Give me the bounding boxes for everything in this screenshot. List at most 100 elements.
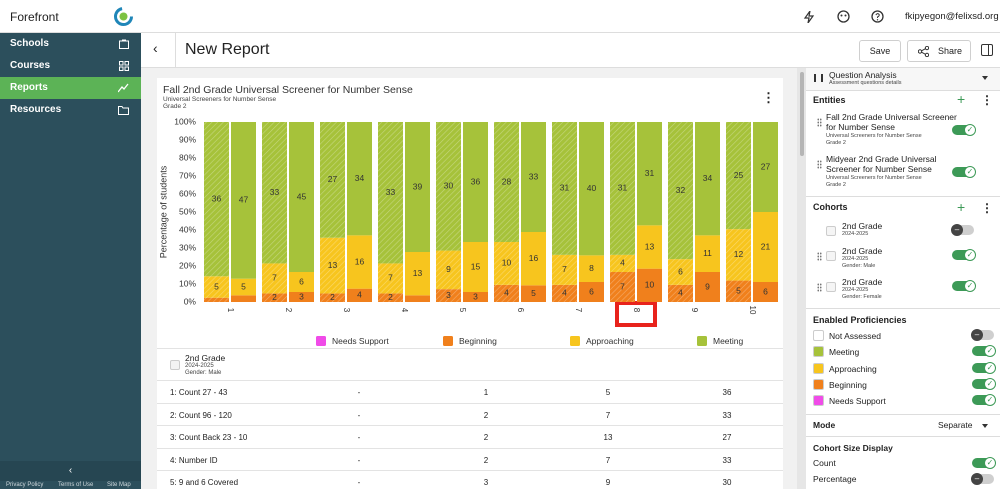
toggle-knob: ✓ xyxy=(984,345,996,358)
toggle[interactable]: – xyxy=(951,224,974,236)
bar-segment xyxy=(695,272,720,302)
brand[interactable]: Forefront xyxy=(10,10,59,24)
footer-link[interactable]: Terms of Use xyxy=(58,482,94,488)
data-label: 4 xyxy=(357,290,362,300)
chart-menu[interactable]: ⋮ xyxy=(762,90,775,105)
bar-segment xyxy=(753,282,778,302)
legend-label: Needs Support xyxy=(332,336,389,346)
toggle[interactable]: – xyxy=(971,329,994,341)
checkbox[interactable] xyxy=(170,360,180,370)
bar-segment xyxy=(405,295,430,302)
section-title: Cohorts xyxy=(813,202,848,212)
bar-segment xyxy=(405,252,430,296)
toggle[interactable]: ✓ xyxy=(972,457,996,469)
bar-segment xyxy=(289,122,314,272)
data-label: 28 xyxy=(502,176,512,186)
add-button[interactable]: + xyxy=(957,91,966,107)
face-icon[interactable] xyxy=(837,10,850,23)
toggle[interactable]: ✓ xyxy=(972,377,996,390)
y-tick-label: 90% xyxy=(179,134,196,144)
proficiency-name: Not Assessed xyxy=(829,331,881,341)
page-header xyxy=(141,33,1000,68)
data-label: 16 xyxy=(529,253,539,263)
data-label: 6 xyxy=(763,286,768,296)
nav-item-active[interactable]: Reports xyxy=(0,77,141,99)
toggle-knob: ✓ xyxy=(964,280,976,292)
data-label: 7 xyxy=(620,281,625,291)
menu-button[interactable]: ⋮ xyxy=(981,201,993,215)
user-email[interactable]: fkipyegon@felixsd.org xyxy=(905,11,999,22)
cell: - xyxy=(357,410,361,420)
nav-item[interactable]: Schools xyxy=(0,33,141,55)
nav-label: Courses xyxy=(10,60,51,71)
toggle[interactable]: ✓ xyxy=(952,166,976,178)
proficiency-swatch xyxy=(813,362,824,374)
chart: Percentage of students 0% 10% 20% 30% 40% 50%… xyxy=(158,116,778,346)
share-button[interactable]: Share xyxy=(907,40,971,62)
bar-segment xyxy=(204,297,229,302)
save-button[interactable]: Save xyxy=(859,40,901,62)
toggle[interactable]: – xyxy=(971,472,994,485)
cohort-name: 2nd Grade xyxy=(185,353,226,363)
add-button[interactable]: + xyxy=(957,199,966,215)
toggle[interactable]: ✓ xyxy=(952,124,976,136)
cell: 2 xyxy=(483,433,489,442)
collapse-button[interactable]: ‹ xyxy=(0,461,141,481)
scrollbar[interactable] xyxy=(797,68,806,489)
data-label: 33 xyxy=(270,187,280,197)
nav-item[interactable]: Resources xyxy=(0,99,141,121)
bar-segment xyxy=(289,292,314,302)
checkbox[interactable] xyxy=(826,282,836,292)
bar-segment xyxy=(494,284,519,302)
data-label: 6 xyxy=(678,266,683,276)
toggle[interactable]: ✓ xyxy=(972,361,996,374)
cell: 2 xyxy=(483,455,489,465)
drag-handle[interactable] xyxy=(817,252,822,261)
y-tick-label: 70% xyxy=(179,170,196,180)
data-label: 6 xyxy=(299,276,304,286)
toggle[interactable]: ✓ xyxy=(952,280,976,292)
logo[interactable] xyxy=(113,6,134,27)
drag-handle[interactable] xyxy=(817,118,822,127)
help-icon[interactable] xyxy=(871,10,884,23)
mode-value[interactable]: Separate xyxy=(938,420,973,430)
entity-grade: Grade 2 xyxy=(826,140,846,146)
footer-link[interactable]: Site Map xyxy=(107,482,131,488)
nav-label: Resources xyxy=(10,104,62,115)
drag-handle[interactable] xyxy=(817,160,822,169)
y-tick-label: 50% xyxy=(179,206,196,216)
footer-link[interactable]: Privacy Policy xyxy=(6,482,44,488)
checkbox[interactable] xyxy=(826,226,836,236)
menu-button[interactable]: ⋮ xyxy=(981,93,993,107)
dropdown-caret[interactable] xyxy=(982,424,988,428)
data-label: 27 xyxy=(761,161,771,171)
checkbox[interactable] xyxy=(826,251,836,261)
data-label: 3 xyxy=(473,291,478,301)
panel-toggle[interactable] xyxy=(981,44,993,56)
toggle[interactable]: ✓ xyxy=(972,345,996,358)
toggle[interactable]: ✓ xyxy=(972,394,996,407)
legend-label: Beginning xyxy=(459,336,497,346)
bolt-icon[interactable] xyxy=(803,11,815,23)
bar-segment xyxy=(726,122,751,230)
cell: 27 xyxy=(722,433,732,442)
data-label: 4 xyxy=(678,288,683,298)
bar-segment xyxy=(753,122,778,212)
data-label: 40 xyxy=(587,183,597,193)
page-title: New Report xyxy=(185,41,270,58)
cell: - xyxy=(357,455,361,465)
drag-handle[interactable] xyxy=(817,283,822,292)
toggle[interactable]: ✓ xyxy=(952,249,976,261)
bar-segment xyxy=(463,122,488,242)
dropdown-caret[interactable] xyxy=(982,76,988,80)
scrollbar-thumb[interactable] xyxy=(800,72,804,156)
mode-label: Mode xyxy=(813,420,836,430)
bar-segment xyxy=(231,122,256,279)
cell: 5 xyxy=(605,388,611,397)
back-button[interactable]: ‹ xyxy=(153,40,158,56)
nav-icon xyxy=(118,106,129,115)
bar-segment xyxy=(579,122,604,256)
nav-item[interactable]: Courses xyxy=(0,55,141,77)
divider xyxy=(175,33,176,68)
